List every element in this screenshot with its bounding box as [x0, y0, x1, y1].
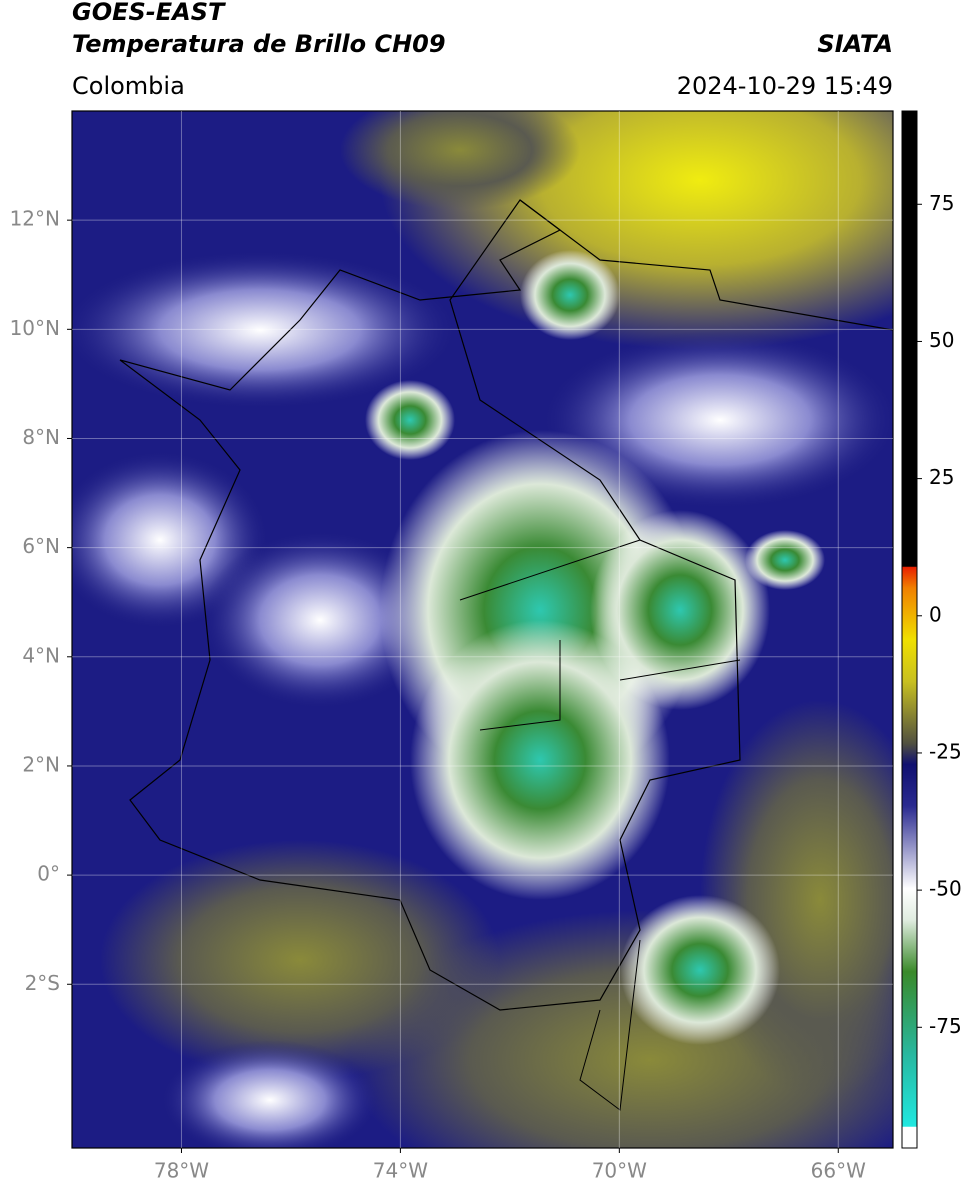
- y-tick-label: 6°N: [22, 534, 60, 558]
- colorbar-tick-label: 0: [929, 602, 942, 626]
- colorbar-tick-label: 25: [929, 465, 954, 489]
- colorbar-tick-label: 50: [929, 328, 954, 352]
- y-tick-label: 8°N: [22, 425, 60, 449]
- satellite-image: [72, 111, 893, 1148]
- y-tick-label: 2°S: [25, 971, 60, 995]
- x-tick-label: 78°W: [154, 1159, 209, 1183]
- y-tick-label: 4°N: [22, 643, 60, 667]
- y-tick-label: 0°: [37, 862, 60, 886]
- colorbar-tick-label: -75: [929, 1014, 962, 1038]
- colorbar-tick-label: -25: [929, 739, 962, 763]
- colorbar-tick-label: 75: [929, 191, 954, 215]
- region: Colombia: [72, 72, 185, 100]
- colorbar-tick-label: -50: [929, 877, 962, 901]
- source: SIATA: [817, 30, 893, 58]
- y-tick-label: 2°N: [22, 752, 60, 776]
- y-tick-label: 10°N: [10, 316, 60, 340]
- map-frame: [71, 110, 894, 1149]
- subtitle: Temperatura de Brillo CH09: [72, 30, 446, 58]
- datetime: 2024-10-29 15:49: [676, 72, 893, 100]
- colorbar: [901, 110, 918, 1149]
- title: GOES-EAST: [72, 0, 225, 26]
- x-tick-label: 74°W: [373, 1159, 428, 1183]
- x-tick-label: 66°W: [811, 1159, 866, 1183]
- x-tick-label: 70°W: [592, 1159, 647, 1183]
- y-tick-label: 12°N: [10, 207, 60, 231]
